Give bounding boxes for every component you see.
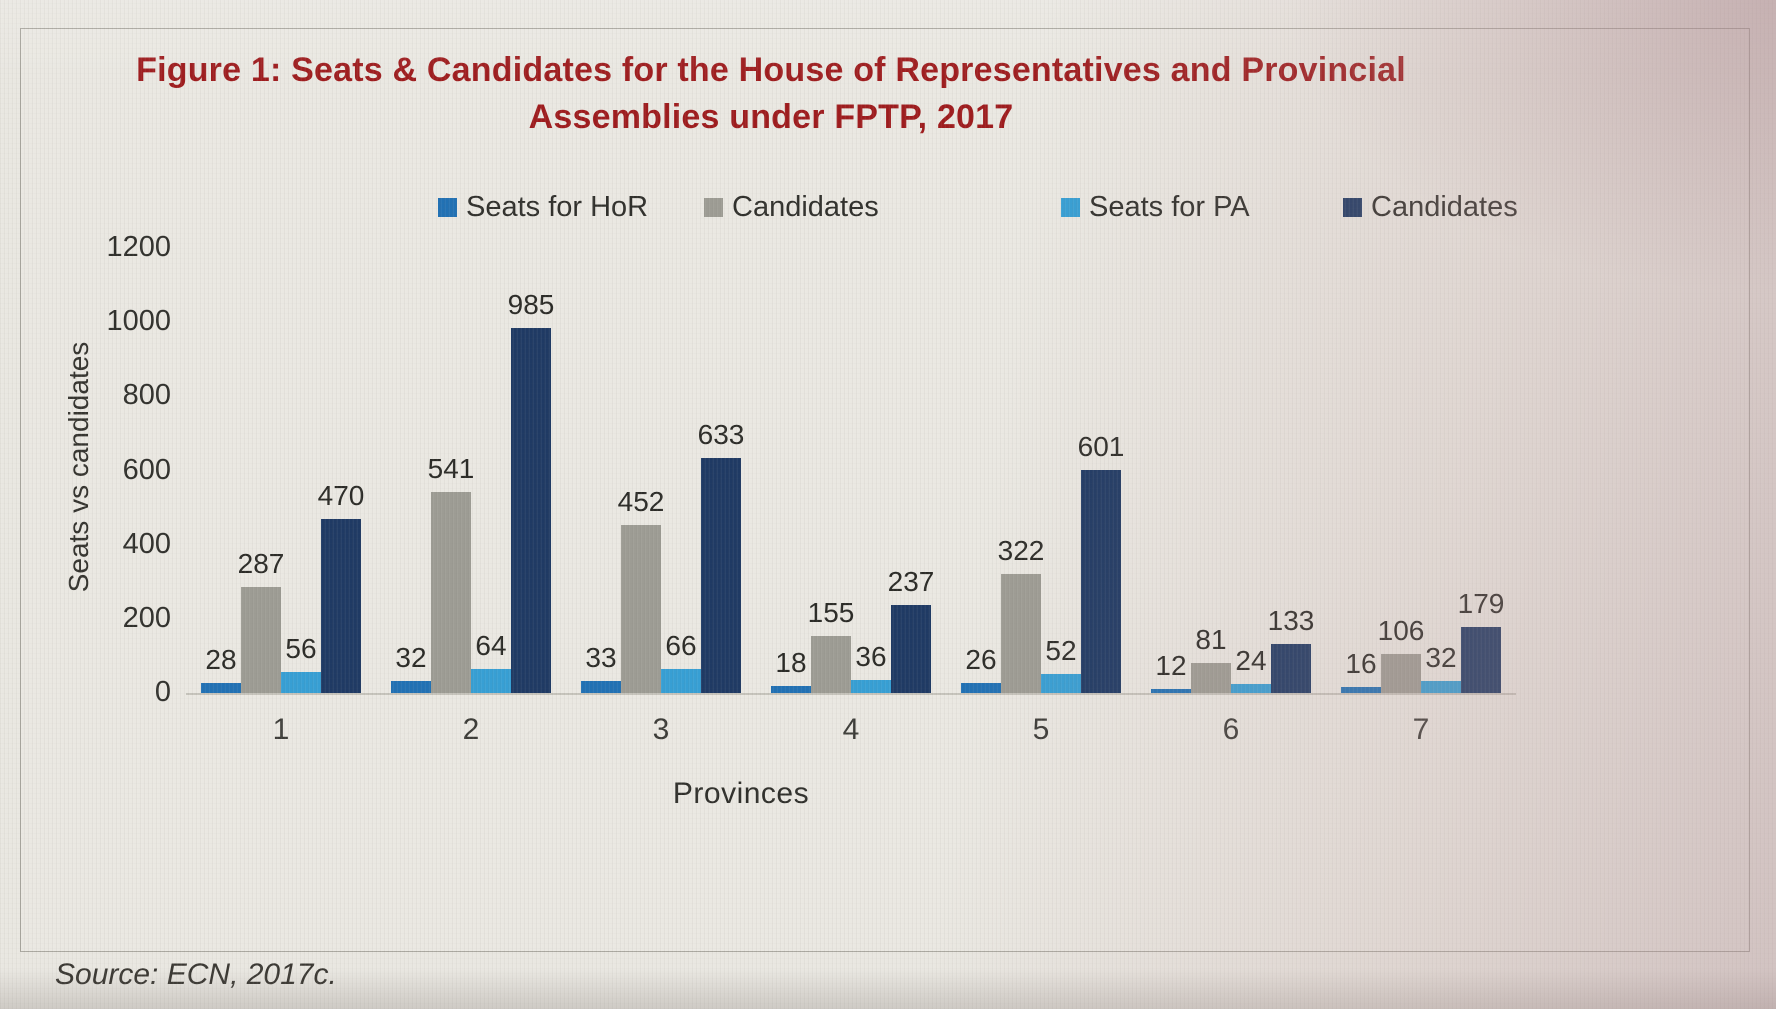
bar-value-label: 633	[697, 419, 745, 451]
bar-province6-series1	[1151, 688, 1191, 693]
source-note: Source: ECN, 2017c.	[55, 958, 337, 991]
bar-value-label: 106	[1377, 614, 1425, 646]
legend-swatch-icon	[1061, 197, 1080, 217]
x-tick-label-province-3: 3	[652, 713, 670, 746]
y-tick-label: 0	[154, 676, 171, 708]
bar-value-label: 52	[1045, 634, 1077, 666]
bar-value-label: 133	[1267, 604, 1315, 636]
bar-value-label: 322	[997, 534, 1045, 566]
x-tick-label-province-2: 2	[462, 713, 480, 746]
bar-value-label: 179	[1457, 587, 1505, 619]
legend-swatch-icon	[438, 197, 457, 217]
bar-province3-series3	[661, 668, 701, 693]
bar-province7-series4	[1461, 626, 1501, 693]
bar-value-label: 985	[507, 288, 555, 320]
bar-value-label: 470	[317, 479, 365, 511]
bar-province6-series2	[1191, 662, 1231, 693]
bar-province5-series1	[961, 683, 1001, 693]
chart-title-line1: Figure 1: Seats & Candidates for the Hou…	[136, 51, 1406, 89]
legend-item-4: Candidates	[1343, 190, 1518, 223]
bar-value-label: 287	[237, 547, 285, 579]
bar-province2-series1	[391, 681, 431, 693]
bar-province2-series3	[471, 669, 511, 693]
bar-value-label: 26	[965, 644, 997, 676]
bar-value-label: 33	[585, 641, 617, 673]
y-tick-label: 400	[122, 527, 171, 560]
bar-province3-series2	[621, 525, 661, 693]
bar-value-label: 56	[285, 633, 317, 665]
bar-value-label: 155	[807, 596, 855, 628]
bar-province5-series3	[1041, 673, 1081, 693]
bar-value-label: 12	[1155, 649, 1187, 681]
bar-value-label: 452	[617, 486, 665, 518]
y-axis-tick-labels: 0 200 400 600 800 1000 1200	[41, 231, 171, 708]
chart-title-line2: Assemblies under FPTP, 2017	[528, 97, 1014, 136]
bar-province6-series4	[1271, 643, 1311, 693]
bar-value-label: 237	[887, 566, 935, 598]
bar-value-label: 64	[475, 630, 507, 662]
bar-province6-series3	[1231, 684, 1271, 693]
x-axis-tick-labels: 1 2 3 4 5 6 7	[186, 713, 1516, 753]
bar-value-label: 81	[1195, 623, 1227, 655]
bar-value-label: 16	[1345, 648, 1377, 680]
legend-item-1: Seats for HoR	[438, 190, 649, 223]
bar-province1-series1	[201, 682, 241, 693]
x-tick-label-province-7: 7	[1412, 713, 1430, 746]
bar-province5-series4	[1081, 470, 1121, 693]
bar-value-label: 601	[1077, 431, 1125, 463]
bar-value-label: 18	[775, 647, 807, 679]
bar-province3-series4	[701, 458, 741, 693]
y-tick-label: 800	[122, 379, 171, 412]
bar-value-label: 32	[1425, 642, 1457, 674]
x-tick-label-province-6: 6	[1222, 713, 1240, 746]
y-tick-label: 600	[122, 453, 171, 486]
x-tick-label-province-1: 1	[272, 713, 290, 746]
chart-title: Figure 1: Seats & Candidates for the Hou…	[61, 47, 1481, 141]
figure-box: Figure 1: Seats & Candidates for the Hou…	[20, 28, 1750, 952]
bar-value-label: 32	[395, 642, 427, 674]
bar-province4-series3	[851, 679, 891, 693]
legend-label: Seats for HoR	[466, 190, 649, 223]
bar-value-label: 28	[205, 643, 237, 675]
x-tick-label-province-4: 4	[842, 713, 860, 746]
bar-value-label: 541	[427, 453, 475, 485]
bar-value-label: 36	[855, 640, 887, 672]
bar-value-label: 24	[1235, 645, 1267, 677]
bar-province1-series2	[241, 586, 281, 693]
legend-item-3: Seats for PA	[1061, 190, 1250, 223]
bar-province5-series2	[1001, 573, 1041, 693]
bar-province2-series4	[511, 327, 551, 693]
legend-item-2: Candidates	[704, 190, 879, 223]
bar-province4-series1	[771, 686, 811, 693]
legend-swatch-icon	[704, 197, 723, 217]
legend-swatch-icon	[1343, 197, 1362, 217]
bar-value-label: 66	[665, 629, 697, 661]
x-axis-title: Provinces	[672, 777, 810, 810]
legend-label: Candidates	[1371, 190, 1518, 223]
y-tick-label: 1200	[106, 231, 171, 263]
x-tick-label-province-5: 5	[1032, 713, 1050, 746]
y-tick-label: 1000	[106, 305, 171, 338]
bar-province1-series3	[281, 672, 321, 693]
bar-province7-series1	[1341, 687, 1381, 693]
bar-province1-series4	[321, 518, 361, 693]
bar-province7-series3	[1421, 681, 1461, 693]
bar-province2-series2	[431, 492, 471, 693]
legend-label: Seats for PA	[1089, 190, 1250, 223]
y-tick-label: 200	[122, 601, 171, 634]
bar-province3-series1	[581, 680, 621, 693]
bar-province4-series4	[891, 605, 931, 693]
legend-label: Candidates	[732, 190, 879, 223]
bar-province7-series2	[1381, 653, 1421, 693]
plot-area: 28 287 56 470 32 541 64 985 33 452 66 633 18 155 36 237…	[186, 248, 1516, 695]
bar-province4-series2	[811, 635, 851, 693]
